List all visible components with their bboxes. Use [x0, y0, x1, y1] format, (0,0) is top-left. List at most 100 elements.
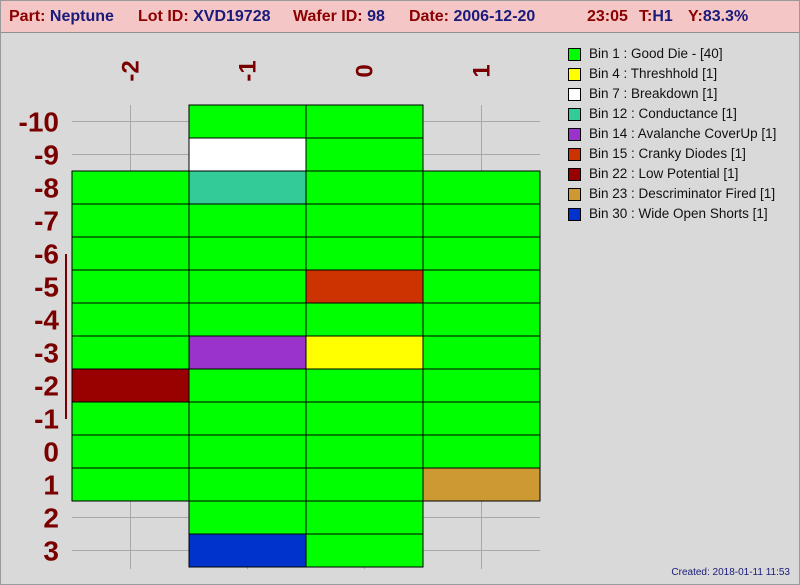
y-tick-label: -3	[34, 338, 59, 369]
die-cell-bin-1[interactable]	[188, 401, 307, 436]
die-cell-bin-1[interactable]	[188, 500, 307, 535]
x-tick-label: -1	[235, 60, 262, 81]
die-cell-bin-1[interactable]	[305, 533, 424, 568]
die-cell-bin-1[interactable]	[422, 269, 541, 304]
legend-swatch	[568, 168, 581, 181]
die-cell-bin-23[interactable]	[422, 467, 541, 502]
y-tick-label: -1	[34, 404, 59, 435]
yield-field: Y:83.3%	[688, 8, 748, 26]
legend-label: Bin 15 : Cranky Diodes [1]	[589, 146, 746, 161]
y-tick-label: 3	[43, 536, 59, 567]
die-cell-bin-1[interactable]	[305, 467, 424, 502]
die-cell-bin-1[interactable]	[71, 236, 190, 271]
die-cell-bin-1[interactable]	[422, 302, 541, 337]
y-tick-label: -2	[34, 371, 59, 402]
die-cell-bin-1[interactable]	[305, 302, 424, 337]
y-tick-label: 2	[43, 503, 59, 534]
die-cell-bin-1[interactable]	[305, 203, 424, 238]
die-cell-bin-22[interactable]	[71, 368, 190, 403]
legend-label: Bin 4 : Threshhold [1]	[589, 66, 718, 81]
die-cell-bin-1[interactable]	[71, 467, 190, 502]
y-tick-label: -9	[34, 140, 59, 171]
part-label: Part:	[9, 8, 46, 25]
date-label: Date:	[409, 8, 450, 25]
die-cell-bin-14[interactable]	[188, 335, 307, 370]
die-cell-bin-1[interactable]	[188, 368, 307, 403]
legend-label: Bin 30 : Wide Open Shorts [1]	[589, 206, 768, 221]
date-value: 2006-12-20	[453, 8, 536, 25]
die-cell-bin-1[interactable]	[71, 335, 190, 370]
legend-swatch	[568, 88, 581, 101]
legend-swatch	[568, 188, 581, 201]
die-cell-bin-1[interactable]	[422, 368, 541, 403]
die-cell-bin-1[interactable]	[305, 236, 424, 271]
die-cell-bin-7[interactable]	[188, 137, 307, 172]
die-cell-bin-1[interactable]	[305, 500, 424, 535]
wafer-value: 98	[367, 8, 385, 25]
die-cell-bin-1[interactable]	[422, 236, 541, 271]
die-cell-bin-1[interactable]	[422, 434, 541, 469]
die-cell-bin-30[interactable]	[188, 533, 307, 568]
die-cell-bin-1[interactable]	[71, 302, 190, 337]
created-timestamp: Created: 2018-01-11 11:53	[671, 567, 790, 578]
lot-field: Lot ID: XVD19728	[138, 8, 271, 26]
tester-field: T:H1	[639, 8, 673, 26]
wafer-label: Wafer ID:	[293, 8, 363, 25]
die-cell-bin-1[interactable]	[305, 401, 424, 436]
die-cell-bin-1[interactable]	[305, 104, 424, 139]
die-cell-bin-1[interactable]	[188, 467, 307, 502]
legend-swatch	[568, 108, 581, 121]
part-field: Part: Neptune	[9, 8, 114, 26]
x-tick-label: 0	[352, 64, 379, 77]
yield-label: Y:	[688, 8, 703, 25]
die-cell-bin-1[interactable]	[71, 434, 190, 469]
die-cell-bin-4[interactable]	[305, 335, 424, 370]
lot-label: Lot ID:	[138, 8, 189, 25]
die-cell-bin-15[interactable]	[305, 269, 424, 304]
legend-label: Bin 14 : Avalanche CoverUp [1]	[589, 126, 777, 141]
legend-swatch	[568, 48, 581, 61]
part-value: Neptune	[49, 8, 114, 25]
die-cell-bin-1[interactable]	[422, 401, 541, 436]
die-cell-bin-1[interactable]	[188, 203, 307, 238]
die-cell-bin-1[interactable]	[305, 137, 424, 172]
die-cell-bin-1[interactable]	[305, 170, 424, 205]
die-cell-bin-1[interactable]	[188, 434, 307, 469]
legend-label: Bin 23 : Descriminator Fired [1]	[589, 186, 776, 201]
header-bar: Part: Neptune Lot ID: XVD19728 Wafer ID:…	[1, 1, 799, 33]
die-cell-bin-1[interactable]	[305, 434, 424, 469]
die-cell-bin-1[interactable]	[422, 203, 541, 238]
die-cell-bin-1[interactable]	[305, 368, 424, 403]
x-tick-labels: -2 -1 0 1	[118, 60, 496, 81]
legend-label: Bin 22 : Low Potential [1]	[589, 166, 739, 181]
y-tick-label: -7	[34, 206, 59, 237]
y-tick-label: 1	[43, 470, 59, 501]
die-cell-bin-1[interactable]	[71, 269, 190, 304]
die-cell-bin-12[interactable]	[188, 170, 307, 205]
legend-label: Bin 7 : Breakdown [1]	[589, 86, 718, 101]
die-cell-bin-1[interactable]	[188, 236, 307, 271]
y-tick-label: -10	[19, 107, 59, 138]
y-tick-label: -4	[34, 305, 59, 336]
legend-label: Bin 12 : Conductance [1]	[589, 106, 737, 121]
die-cell-bin-1[interactable]	[422, 335, 541, 370]
die-cell-bin-1[interactable]	[188, 302, 307, 337]
tester-value: H1	[652, 8, 673, 25]
time-value: 23:05	[587, 8, 628, 25]
die-cells	[71, 104, 541, 568]
die-cell-bin-1[interactable]	[188, 104, 307, 139]
die-cell-bin-1[interactable]	[71, 170, 190, 205]
y-tick-label: -5	[34, 272, 59, 303]
legend-label: Bin 1 : Good Die - [40]	[589, 46, 723, 61]
die-cell-bin-1[interactable]	[188, 269, 307, 304]
x-tick-label: -2	[118, 60, 145, 81]
die-cell-bin-1[interactable]	[71, 203, 190, 238]
date-field: Date: 2006-12-20	[409, 8, 535, 26]
die-cell-bin-1[interactable]	[422, 170, 541, 205]
die-cell-bin-1[interactable]	[71, 401, 190, 436]
tester-label: T:	[639, 8, 653, 25]
legend-swatch	[568, 128, 581, 141]
